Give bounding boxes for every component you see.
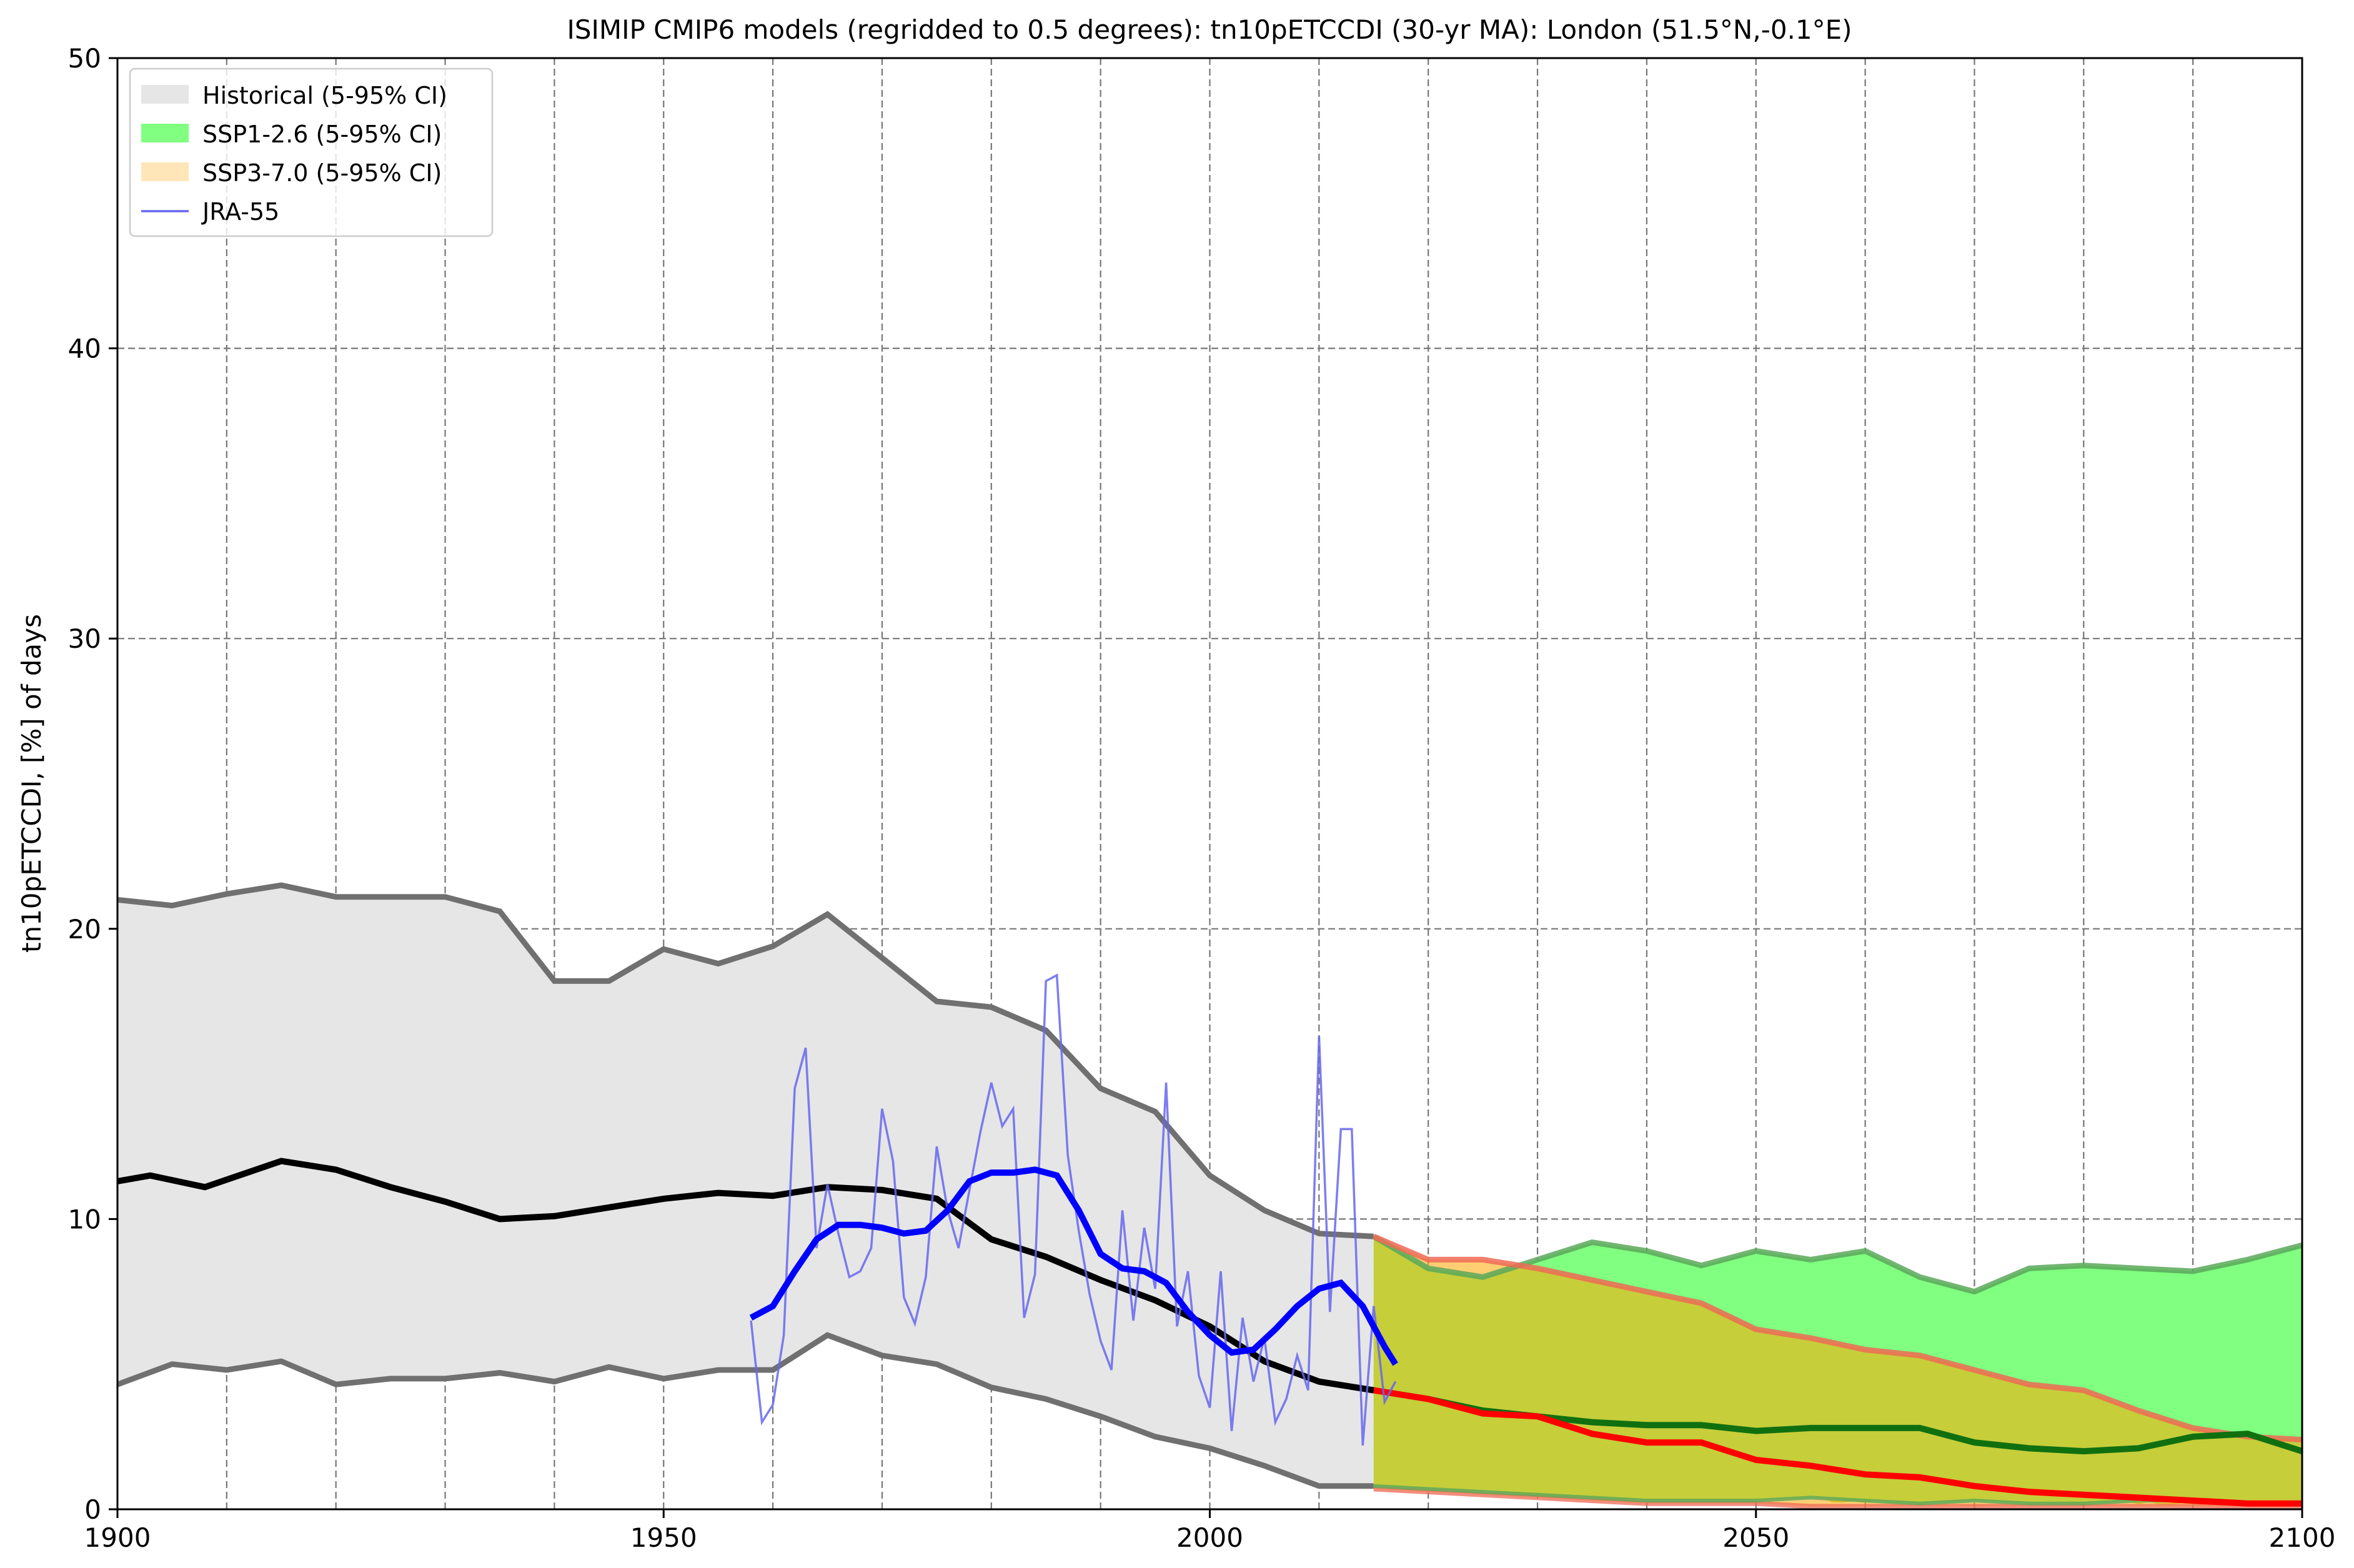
y-tick-label: 30: [68, 623, 101, 654]
historical-mean-line: [117, 1158, 1374, 1394]
legend-swatch: [141, 124, 189, 142]
legend-swatch: [141, 162, 189, 181]
x-tick-label: 2050: [1722, 1522, 1789, 1553]
historical-lower-bound: [117, 1332, 1374, 1489]
legend-label: SSP1-2.6 (5-95% CI): [202, 121, 442, 148]
y-tick-label: 50: [68, 43, 101, 74]
x-tick-label: 2000: [1176, 1522, 1243, 1553]
x-tick-label: 2100: [2269, 1522, 2336, 1553]
historical-ci-band: [117, 885, 1374, 1486]
y-tick-label: 10: [68, 1204, 101, 1234]
ssp370-upper-bound: [1373, 1234, 2302, 1442]
axes: 1900 1950 2000 2050 2100 0 10 20 30 40 50: [68, 43, 2336, 1553]
x-tick-label: 1900: [84, 1522, 151, 1553]
legend-label: JRA-55: [201, 198, 279, 226]
legend-swatch: [141, 85, 189, 104]
ssp126-upper-bound: [1372, 1234, 2302, 1295]
ssp370-lower-bound: [1373, 1486, 2302, 1509]
legend-label: SSP3-7.0 (5-95% CI): [202, 159, 442, 187]
ssp370-mean-line: [1373, 1387, 2302, 1507]
y-tick-label: 40: [68, 334, 101, 364]
jra55-annual-line: [750, 973, 1397, 1446]
legend-label: Historical (5-95% CI): [202, 82, 447, 109]
y-tick-label: 20: [68, 914, 101, 945]
legend: Historical (5-95% CI) SSP1-2.6 (5-95% CI)…: [129, 67, 494, 237]
x-tick-label: 1950: [630, 1522, 697, 1553]
y-axis-label: tn10pETCCDI, [%] of days: [16, 614, 47, 953]
chart-title: ISIMIP CMIP6 models (regridded to 0.5 de…: [567, 14, 1852, 45]
y-tick-label: 0: [84, 1494, 101, 1525]
jra55-smoothed-line: [749, 1166, 1398, 1366]
legend-frame: [129, 67, 494, 237]
plot-series: [117, 882, 2302, 1509]
